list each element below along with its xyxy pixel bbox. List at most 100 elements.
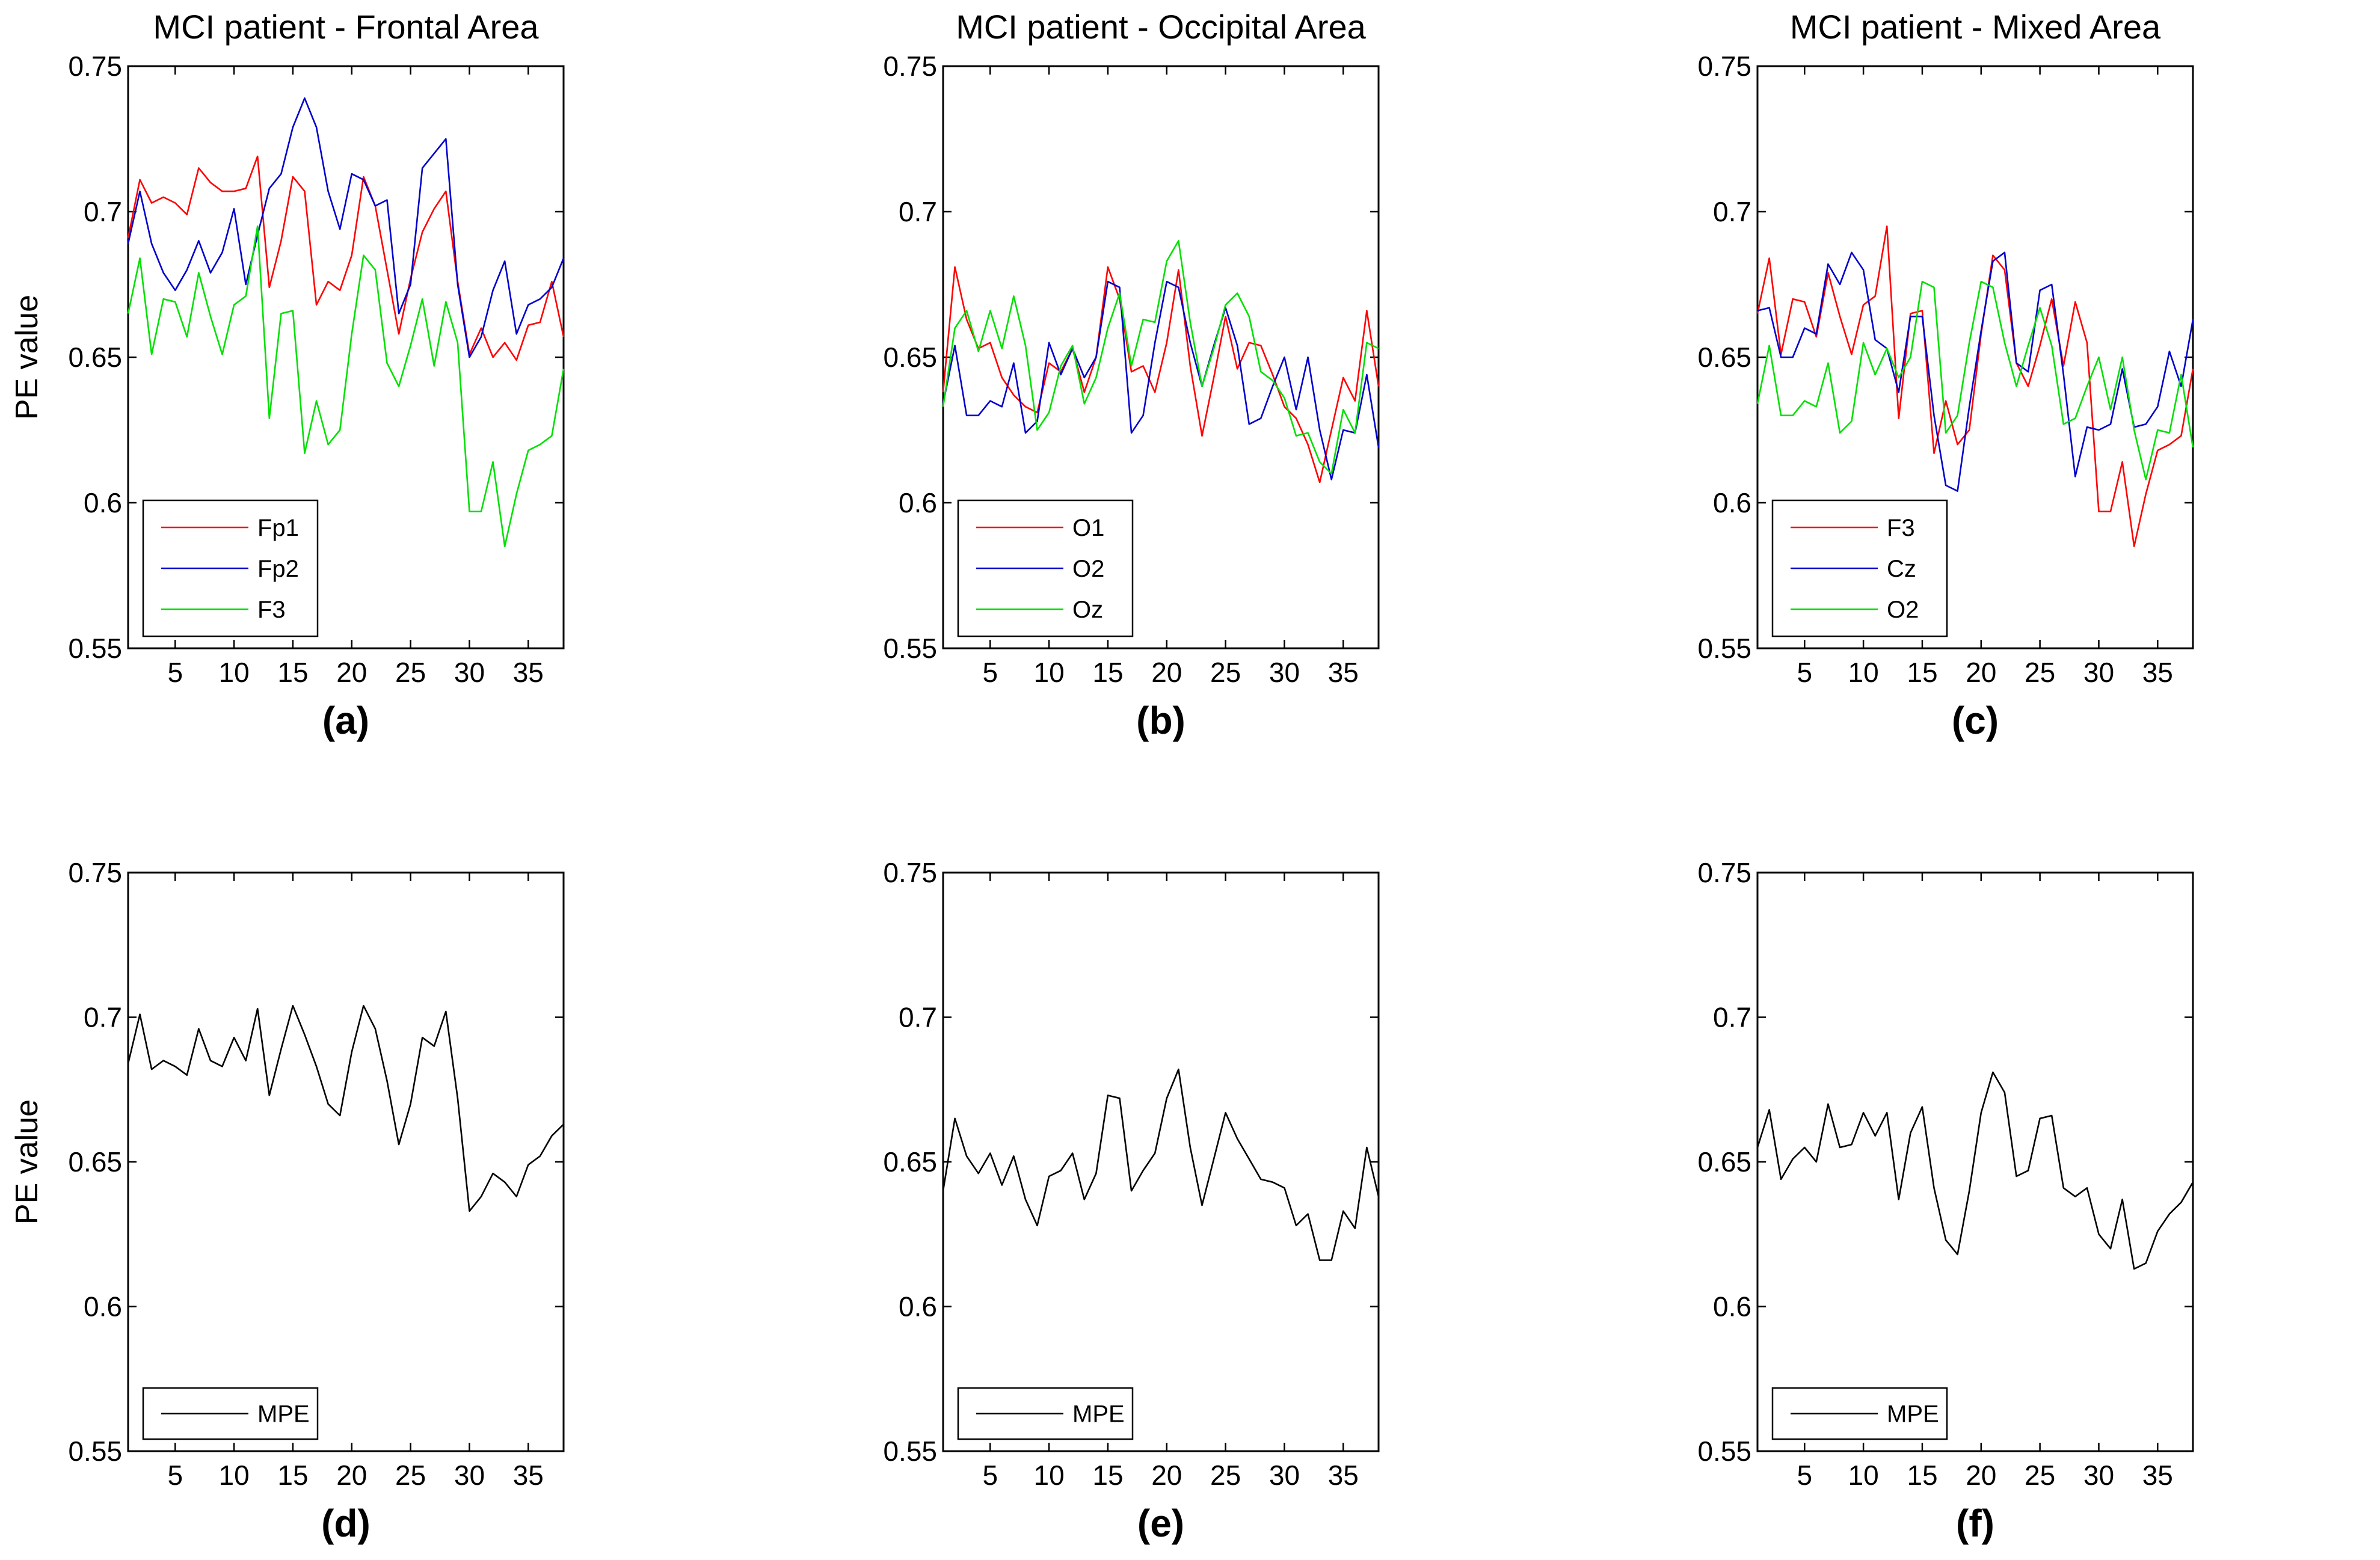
x-tick-label: 10 bbox=[1848, 657, 1879, 688]
series-line-cz bbox=[1757, 251, 2194, 492]
x-tick-label: 20 bbox=[336, 1460, 367, 1491]
y-tick-label: 0.75 bbox=[883, 857, 937, 888]
y-tick-label: 0.6 bbox=[899, 487, 937, 518]
x-tick-label: 30 bbox=[2083, 657, 2114, 688]
y-tick-label: 0.7 bbox=[899, 196, 937, 227]
y-tick-label: 0.6 bbox=[1713, 487, 1751, 518]
series-line-mpe bbox=[127, 1005, 564, 1212]
panel-caption: (a) bbox=[322, 699, 369, 742]
y-axis-label: PE value bbox=[10, 295, 45, 420]
x-tick-label: 15 bbox=[1907, 657, 1937, 688]
chart-title: MCI patient - Occipital Area bbox=[956, 8, 1366, 46]
x-tick-label: 10 bbox=[219, 1460, 250, 1491]
x-tick-label: 5 bbox=[1797, 657, 1812, 688]
x-tick-label: 15 bbox=[1092, 1460, 1123, 1491]
y-tick-label: 0.6 bbox=[84, 1291, 122, 1322]
x-tick-label: 10 bbox=[1034, 1460, 1065, 1491]
x-tick-label: 5 bbox=[167, 657, 183, 688]
x-tick-label: 30 bbox=[454, 1460, 485, 1491]
y-tick-label: 0.75 bbox=[1697, 857, 1751, 888]
legend-label: O1 bbox=[1072, 515, 1104, 541]
chart-panel-1: MCI patient - Frontal Area 0.55 0.6 0.65 0.7… bbox=[10, 8, 565, 742]
y-tick-label: 0.65 bbox=[1697, 1146, 1751, 1178]
x-tick-label: 35 bbox=[2142, 657, 2173, 688]
x-tick-label: 5 bbox=[167, 1460, 183, 1491]
x-tick-label: 5 bbox=[982, 657, 998, 688]
x-tick-label: 30 bbox=[2083, 1460, 2114, 1491]
legend-label: MPE bbox=[1072, 1401, 1125, 1428]
chart-panel-4: 0.55 0.6 0.65 0.7 0.75 5 10 15 20 25 30 35 PE value M… bbox=[10, 857, 565, 1545]
y-tick-label: 0.7 bbox=[1713, 196, 1751, 227]
x-tick-label: 30 bbox=[1269, 1460, 1300, 1491]
chart-panel-2: MCI patient - Occipital Area 0.55 0.6 0.65 0… bbox=[883, 8, 1380, 742]
x-tick-label: 20 bbox=[1151, 1460, 1182, 1491]
x-tick-label: 5 bbox=[1797, 1460, 1812, 1491]
panel-caption: (d) bbox=[321, 1502, 371, 1545]
series-line-oz bbox=[942, 240, 1379, 474]
x-tick-label: 25 bbox=[1210, 657, 1241, 688]
series-line-o2 bbox=[942, 280, 1380, 481]
plot-area bbox=[127, 871, 565, 1452]
legend-label: O2 bbox=[1072, 556, 1104, 582]
series-line-f3 bbox=[1756, 225, 2194, 547]
y-tick-label: 0.7 bbox=[84, 196, 122, 227]
y-tick-label: 0.7 bbox=[84, 1002, 122, 1033]
x-tick-label: 35 bbox=[1328, 1460, 1359, 1491]
x-tick-label: 10 bbox=[1034, 657, 1065, 688]
x-tick-label: 30 bbox=[1269, 657, 1300, 688]
y-tick-label: 0.55 bbox=[883, 1436, 937, 1467]
y-tick-label: 0.65 bbox=[883, 1146, 937, 1178]
y-tick-label: 0.7 bbox=[899, 1002, 937, 1033]
x-tick-label: 35 bbox=[2142, 1460, 2173, 1491]
legend-label: Fp2 bbox=[257, 556, 299, 582]
series-line-mpe bbox=[942, 1068, 1380, 1261]
y-tick-label: 0.75 bbox=[68, 51, 122, 82]
y-tick-label: 0.55 bbox=[1697, 1436, 1751, 1467]
legend-label: F3 bbox=[1887, 515, 1915, 541]
legend-label: Oz bbox=[1072, 597, 1103, 623]
legend-label: MPE bbox=[257, 1401, 310, 1428]
y-tick-label: 0.65 bbox=[1697, 342, 1751, 373]
y-tick-label: 0.65 bbox=[883, 342, 937, 373]
x-tick-label: 5 bbox=[982, 1460, 998, 1491]
y-tick-label: 0.65 bbox=[68, 342, 122, 373]
x-tick-label: 15 bbox=[1907, 1460, 1937, 1491]
series-line-fp1 bbox=[127, 155, 565, 361]
y-tick-label: 0.6 bbox=[899, 1291, 937, 1322]
series-line-fp2 bbox=[127, 97, 565, 358]
x-tick-label: 20 bbox=[1151, 657, 1182, 688]
legend-label: O2 bbox=[1887, 597, 1919, 623]
x-tick-label: 15 bbox=[277, 657, 308, 688]
x-tick-label: 20 bbox=[1966, 657, 1996, 688]
x-tick-label: 20 bbox=[336, 657, 367, 688]
y-tick-label: 0.6 bbox=[1713, 1291, 1751, 1322]
legend-label: MPE bbox=[1887, 1401, 1939, 1428]
legend-label: Cz bbox=[1887, 556, 1916, 582]
x-tick-label: 30 bbox=[454, 657, 485, 688]
chart-title: MCI patient - Mixed Area bbox=[1790, 8, 2161, 46]
y-tick-label: 0.6 bbox=[84, 487, 122, 518]
y-tick-label: 0.75 bbox=[68, 857, 122, 888]
series-line-f3 bbox=[127, 225, 565, 547]
x-tick-label: 35 bbox=[1328, 657, 1359, 688]
plot-area bbox=[942, 871, 1380, 1452]
legend-label: Fp1 bbox=[257, 515, 299, 541]
x-tick-label: 35 bbox=[513, 1460, 544, 1491]
legend-label: F3 bbox=[257, 597, 286, 623]
y-tick-label: 0.65 bbox=[68, 1146, 122, 1178]
y-axis-label: PE value bbox=[10, 1099, 45, 1224]
y-tick-label: 0.75 bbox=[883, 51, 937, 82]
x-tick-label: 25 bbox=[2025, 1460, 2055, 1491]
x-tick-label: 10 bbox=[1848, 1460, 1879, 1491]
x-tick-label: 25 bbox=[1210, 1460, 1241, 1491]
y-tick-label: 0.75 bbox=[1697, 51, 1751, 82]
x-tick-label: 15 bbox=[277, 1460, 308, 1491]
x-tick-label: 25 bbox=[395, 1460, 426, 1491]
chart-panel-5: 0.55 0.6 0.65 0.7 0.75 5 10 15 20 25 30 35 MPE (e) bbox=[883, 857, 1380, 1545]
panel-caption: (e) bbox=[1137, 1502, 1184, 1545]
x-tick-label: 35 bbox=[513, 657, 544, 688]
chart-panel-3: MCI patient - Mixed Area 0.55 0.6 0.65 0.7 0.… bbox=[1697, 8, 2194, 742]
series-line-mpe bbox=[1756, 1071, 2194, 1270]
chart-panel-6: 0.55 0.6 0.65 0.7 0.75 5 10 15 20 25 30 35 MPE (f) bbox=[1697, 857, 2194, 1545]
